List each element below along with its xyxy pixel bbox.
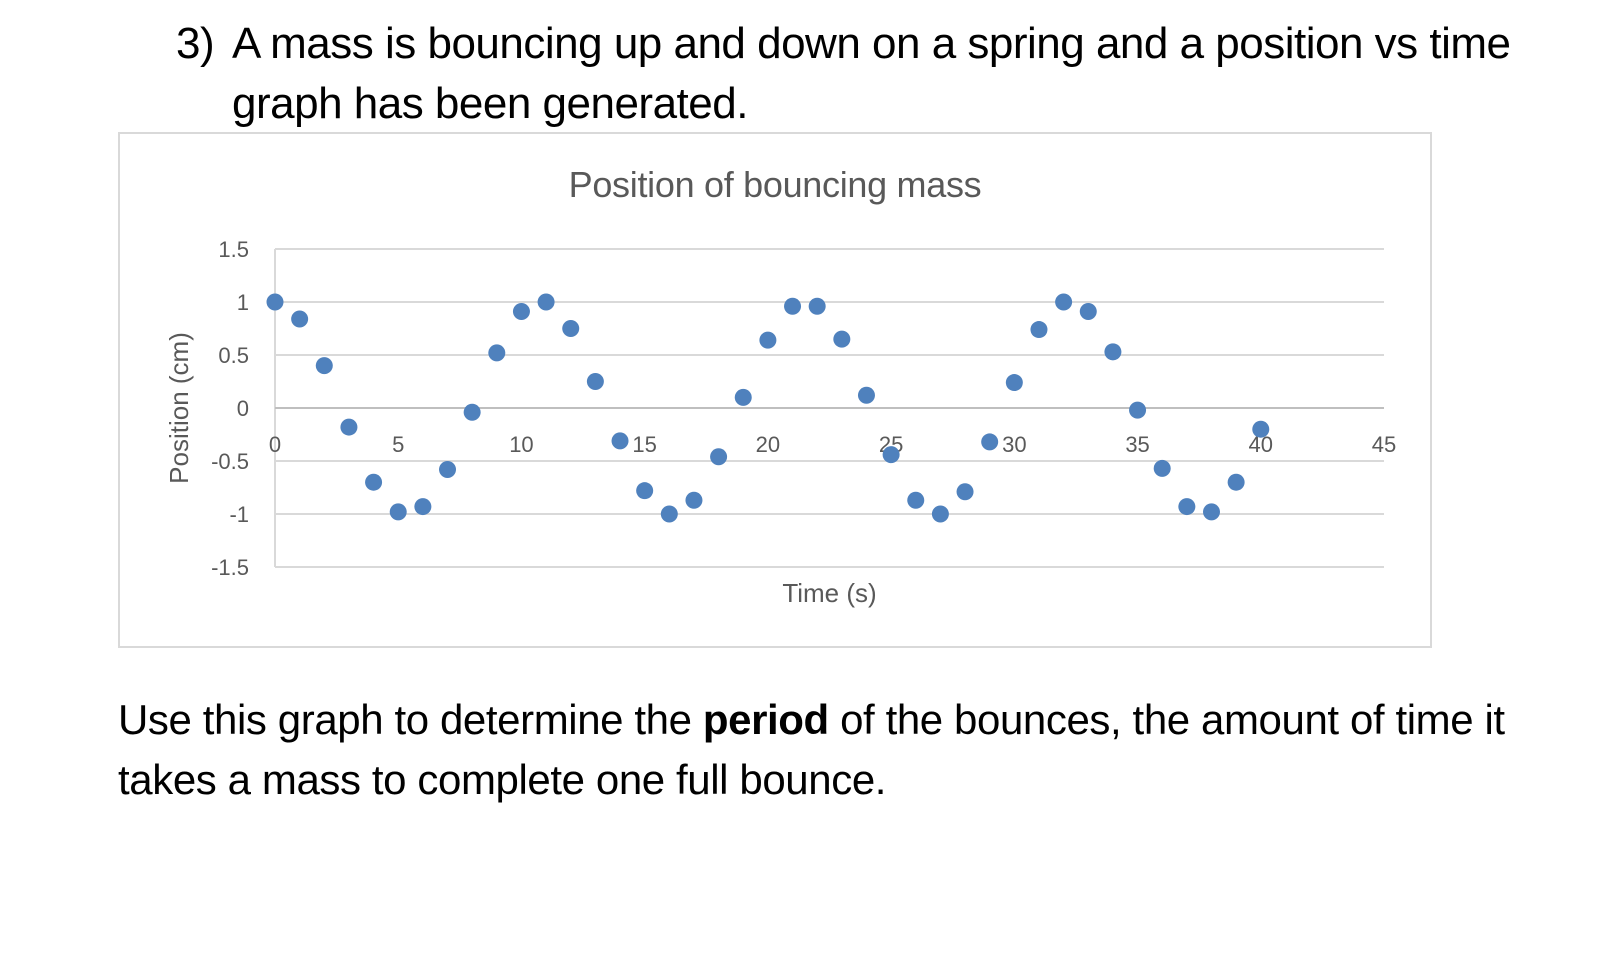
- data-point: [1153, 459, 1171, 477]
- y-tick-label: 0: [237, 396, 249, 421]
- data-point: [956, 483, 974, 501]
- data-point: [439, 460, 457, 478]
- instructions: Use this graph to determine the period o…: [118, 690, 1578, 810]
- x-tick-label: 45: [1372, 432, 1396, 457]
- data-point: [882, 446, 900, 464]
- data-point: [1252, 420, 1270, 438]
- x-tick-label: 5: [392, 432, 404, 457]
- data-point: [512, 303, 530, 321]
- data-point: [931, 505, 949, 523]
- y-tick-label: 0.5: [218, 343, 249, 368]
- y-tick-label: -1: [229, 502, 249, 527]
- gridlines: [275, 248, 1384, 568]
- data-point: [660, 505, 678, 523]
- data-point: [365, 473, 383, 491]
- scatter-plot: 1.510.50-0.5-1-1.5 0 5 10 15 20 25 30 35 40 45 Po…: [164, 237, 1396, 608]
- data-point: [685, 491, 703, 509]
- x-tick-label: 0: [269, 432, 281, 457]
- data-point: [1129, 401, 1147, 419]
- data-point: [981, 433, 999, 451]
- data-point: [291, 310, 309, 328]
- data-point: [710, 448, 728, 466]
- x-tick-label: 15: [632, 432, 656, 457]
- data-point: [808, 297, 826, 315]
- data-point: [537, 293, 555, 311]
- x-tick-labels: 0 5 10 15 20 25 30 35 40 45: [269, 432, 1396, 457]
- data-point: [1227, 473, 1245, 491]
- data-point: [414, 498, 432, 516]
- data-points: [266, 293, 1270, 523]
- y-tick-label: 1.5: [218, 237, 249, 262]
- data-point: [1079, 303, 1097, 321]
- data-point: [611, 432, 629, 450]
- data-point: [1005, 374, 1023, 392]
- data-point: [586, 373, 604, 390]
- data-point: [315, 357, 333, 375]
- data-point: [907, 491, 925, 509]
- question-number: 3): [176, 19, 215, 68]
- y-tick-label: -1.5: [211, 555, 249, 580]
- data-point: [857, 386, 875, 404]
- instructions-bold-term: period: [702, 696, 829, 743]
- question-text: A mass is bouncing up and down on a spri…: [232, 19, 1511, 128]
- data-point: [389, 503, 407, 521]
- data-point: [1202, 503, 1220, 521]
- data-point: [1055, 293, 1073, 311]
- data-point: [488, 344, 506, 362]
- chart-container: Position of bouncing mass 1.5 1 0.5 0 -0.5 -1…: [118, 132, 1432, 648]
- data-point: [784, 297, 802, 315]
- x-tick-label: 20: [756, 432, 780, 457]
- data-point: [833, 330, 851, 348]
- instructions-text-after: of the bounces, the amount of time it ta…: [118, 696, 1505, 803]
- x-tick-label: 10: [509, 432, 533, 457]
- data-point: [562, 320, 580, 337]
- instructions-text-before: Use this graph to determine the: [118, 696, 703, 743]
- x-tick-label: 35: [1125, 432, 1149, 457]
- y-tick-label: 1: [237, 290, 249, 315]
- data-point: [1030, 321, 1048, 339]
- data-point: [734, 388, 752, 406]
- y-tick-label: -0.5: [211, 449, 249, 474]
- x-axis-title: Time (s): [782, 578, 876, 608]
- data-point: [1178, 498, 1196, 516]
- data-point: [1104, 343, 1122, 361]
- y-tick-labels: 1.5 1 0.5 0 -0.5 -1 -1.5: [211, 237, 249, 580]
- data-point: [463, 403, 481, 421]
- chart-title: Position of bouncing mass: [568, 164, 982, 205]
- y-axis-title: Position (cm): [164, 332, 194, 484]
- axes: [274, 249, 1384, 567]
- data-point: [266, 293, 284, 311]
- data-point: [636, 482, 654, 500]
- data-point: [340, 418, 358, 436]
- data-point: [759, 331, 777, 349]
- x-tick-label: 30: [1002, 432, 1026, 457]
